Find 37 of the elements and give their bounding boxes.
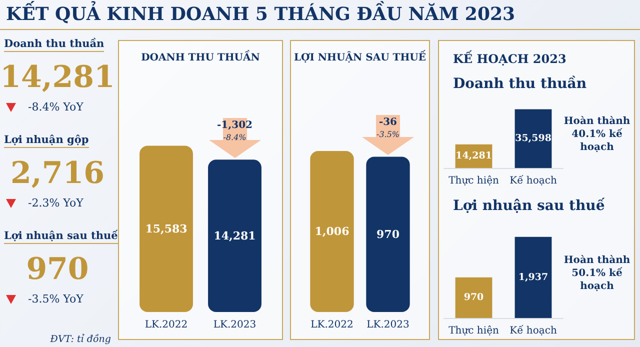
data-label: 970 [376,228,400,241]
data-label: 14,281 [214,229,256,242]
text: 970 [25,252,90,288]
text: -3.5% YoY [28,292,84,306]
data-label: 1,006 [314,225,350,238]
data-label: 14,281 [456,150,492,162]
text: 2,716 [10,156,106,192]
annotation: -36 [378,116,398,128]
x-tick-label: Thực hiện [448,326,500,336]
text: Lợi nhuận sau thuế [4,230,118,244]
x-tick-label: LK.2022 [310,320,354,330]
chart-subtitle: Doanh thu thuần [453,75,587,92]
data-label: 15,583 [145,222,188,236]
annotation: -1,302 [216,120,254,131]
text: Hoàn thành 50.1% kế hoạch [563,254,631,293]
text: 14,281 [0,60,115,96]
x-tick-label: LK.2023 [366,320,410,330]
chart-title: DOANH THU THUẦN [141,50,260,64]
annotation: -3.5% [375,130,401,139]
text: Hoàn thành 40.1% kế hoạch [563,115,631,154]
chart-title: Lợi nhuận sau thuế [453,197,605,214]
text: Doanh thu thuần [4,38,104,52]
x-tick-label: Thực hiện [448,176,500,186]
chart-title: LỢI NHUẬN SAU THUẾ [294,50,426,64]
text: -8.4% YoY [28,100,84,114]
x-tick-label: LK.2022 [144,320,188,330]
x-tick-label: LK.2023 [213,320,256,330]
x-tick-label: Kế hoạch [510,174,558,186]
text: Lợi nhuận gộp [4,134,89,148]
data-label: 35,598 [515,133,552,144]
data-label: 970 [464,292,484,304]
x-tick-label: Kế hoạch [510,324,558,336]
annotation: -8.4% [222,132,248,142]
text: ĐVT: tỉ đồng [50,334,111,345]
chart-title: KẾ HOẠCH 2023 [453,50,566,66]
text: -2.3% YoY [28,196,84,210]
data-label: 1,937 [518,272,548,283]
